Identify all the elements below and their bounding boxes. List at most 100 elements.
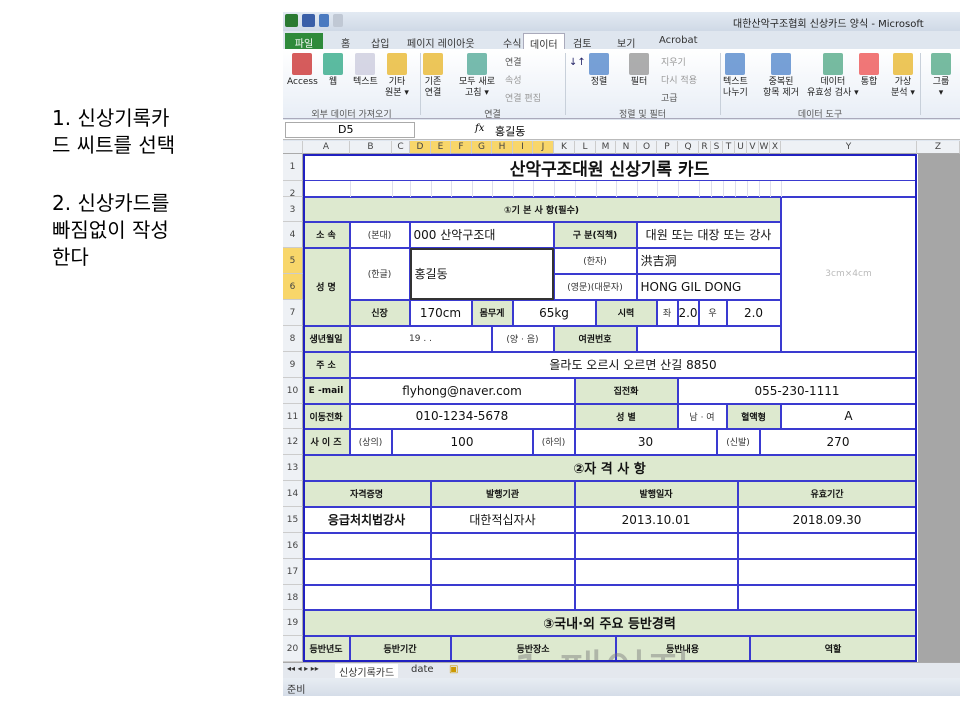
row-header-2[interactable]: 2 [283, 181, 303, 199]
label[interactable]: 혈액형 [726, 403, 781, 429]
label[interactable]: 구 분(직책) [553, 221, 637, 248]
mobile-value[interactable]: 010-1234-5678 [349, 403, 575, 429]
weight-value[interactable]: 65kg [512, 299, 596, 326]
select-all-corner[interactable] [283, 141, 303, 154]
row-header-4[interactable]: 4 [283, 222, 303, 248]
ribbon-button-2[interactable]: 텍스트 [353, 53, 378, 88]
ribbon-button-1[interactable]: 웹 [323, 53, 343, 88]
label[interactable]: 성 명 [302, 247, 350, 326]
label[interactable]: (상의) [349, 428, 392, 455]
label[interactable]: 좌 [656, 299, 678, 326]
column-header-H[interactable]: H [492, 141, 513, 154]
ribbon-small-2[interactable]: 연결 편집 [505, 94, 541, 104]
label[interactable]: 사 이 즈 [302, 428, 350, 455]
column-header-I[interactable]: I [513, 141, 533, 154]
label[interactable]: E -mail [302, 377, 350, 404]
row-header-20[interactable]: 20 [283, 636, 303, 662]
row-header-11[interactable]: 11 [283, 404, 303, 429]
ribbon-small-5[interactable]: 고급 [661, 94, 678, 104]
column-header-L[interactable]: L [575, 141, 596, 154]
column-header-Z[interactable]: Z [917, 141, 960, 154]
ribbon-button-5[interactable]: 모두 새로 고침 ▾ [459, 53, 495, 99]
cert-cell[interactable] [574, 558, 738, 585]
climb-column-header[interactable]: 등반기간 [349, 635, 451, 662]
cert-cell[interactable] [430, 558, 575, 585]
card-title[interactable]: 산악구조대원 신상기록 카드 [302, 153, 917, 181]
height-value[interactable]: 170cm [409, 299, 472, 326]
column-header-B[interactable]: B [350, 141, 392, 154]
cert-cell[interactable]: 2018.09.30 [737, 506, 917, 533]
climb-column-header[interactable]: 역할 [749, 635, 917, 662]
column-header-G[interactable]: G [472, 141, 492, 154]
ribbon-button-4[interactable]: 기존 연결 [423, 53, 443, 99]
cert-cell[interactable] [430, 584, 575, 610]
home-phone-value[interactable]: 055-230-1111 [677, 377, 917, 404]
worksheet[interactable]: A B C D E F G H I J K L M N O P Q R S T U V W X Y Z 1 2 3 4 5 6 7 8 9 10 11 1… [283, 141, 960, 696]
bottom-size-value[interactable]: 30 [574, 428, 717, 455]
cert-cell[interactable]: 대한적십자사 [430, 506, 575, 533]
label[interactable]: 집전화 [574, 377, 678, 404]
row-header-12[interactable]: 12 [283, 429, 303, 455]
cert-cell[interactable] [302, 558, 431, 585]
sheet-nav-arrows[interactable]: ◂◂ ◂ ▸ ▸▸ [287, 664, 319, 673]
sheet-tab-date[interactable]: date [411, 664, 434, 675]
cert-cell[interactable] [737, 532, 917, 559]
fx-icon[interactable]: fx [475, 123, 485, 134]
row-header-14[interactable]: 14 [283, 481, 303, 507]
cert-cell[interactable]: 2013.10.01 [574, 506, 738, 533]
row-header-8[interactable]: 8 [283, 326, 303, 352]
tab-0[interactable]: 파일 [285, 33, 323, 50]
row-header-1[interactable]: 1 [283, 154, 303, 181]
tab-7[interactable]: 보기 [617, 39, 636, 50]
cert-cell[interactable] [737, 584, 917, 610]
gender-value[interactable]: 남 · 여 [677, 403, 727, 429]
row-header-19[interactable]: 19 [283, 610, 303, 636]
row-header-17[interactable]: 17 [283, 559, 303, 585]
row-header-3[interactable]: 3 [283, 197, 303, 222]
birth-value[interactable]: 19 . . [349, 325, 492, 352]
selected-cell-d5[interactable]: 홍길동 [409, 247, 554, 300]
tab-3[interactable]: 페이지 레이아웃 [407, 39, 475, 50]
row-header-6[interactable]: 6 [283, 274, 303, 300]
passport-value[interactable] [636, 325, 781, 352]
column-header-Y[interactable]: Y [781, 141, 917, 154]
column-header-A[interactable]: A [303, 141, 350, 154]
column-header-R[interactable]: R [699, 141, 711, 154]
sort-az-icon[interactable]: ↓↑ [569, 57, 586, 68]
ribbon-button-12[interactable]: 가상 분석 ▾ [891, 53, 915, 99]
label[interactable]: (영문)(대문자) [553, 273, 637, 300]
tab-2[interactable]: 삽입 [371, 39, 390, 50]
climb-section-header[interactable]: ③국내·외 주요 등반경력 [302, 609, 917, 636]
tab-5[interactable]: 데이터 [523, 33, 565, 51]
tab-6[interactable]: 검토 [573, 39, 592, 50]
label[interactable]: 우 [698, 299, 727, 326]
climb-column-header[interactable]: 등반년도 [302, 635, 350, 662]
label[interactable]: 이동전화 [302, 403, 350, 429]
label[interactable]: (한자) [553, 247, 637, 274]
row-header-9[interactable]: 9 [283, 352, 303, 378]
ribbon-small-3[interactable]: 지우기 [661, 58, 686, 68]
ribbon-button-0[interactable]: Access [287, 53, 318, 88]
column-header-P[interactable]: P [657, 141, 678, 154]
label[interactable]: 소 속 [302, 221, 350, 248]
row-header-16[interactable]: 16 [283, 533, 303, 559]
calendar-type[interactable]: (양 · 음) [491, 325, 554, 352]
insert-sheet-icon[interactable]: ▣ [449, 664, 459, 675]
tab-4[interactable]: 수식 [503, 39, 522, 50]
column-header-W[interactable]: W [759, 141, 770, 154]
redo-icon[interactable] [333, 14, 343, 27]
column-header-K[interactable]: K [554, 141, 575, 154]
english-value[interactable]: HONG GIL DONG [636, 273, 781, 300]
column-header-U[interactable]: U [735, 141, 747, 154]
ribbon-button-9[interactable]: 중복된 항목 제거 [763, 53, 799, 99]
column-header-M[interactable]: M [596, 141, 616, 154]
column-header-C[interactable]: C [392, 141, 410, 154]
ribbon-small-1[interactable]: 속성 [505, 76, 522, 86]
basic-section-header[interactable]: ①기 본 사 항(필수) [302, 196, 781, 222]
position-value[interactable]: 대원 또는 대장 또는 강사 [636, 221, 781, 248]
label[interactable]: 시력 [595, 299, 657, 326]
label[interactable]: (하의) [532, 428, 575, 455]
column-header-X[interactable]: X [770, 141, 781, 154]
sheet-tab-card[interactable]: 신상기록카드 [335, 664, 399, 679]
ribbon-button-13[interactable]: 그룹 ▾ [931, 53, 951, 99]
